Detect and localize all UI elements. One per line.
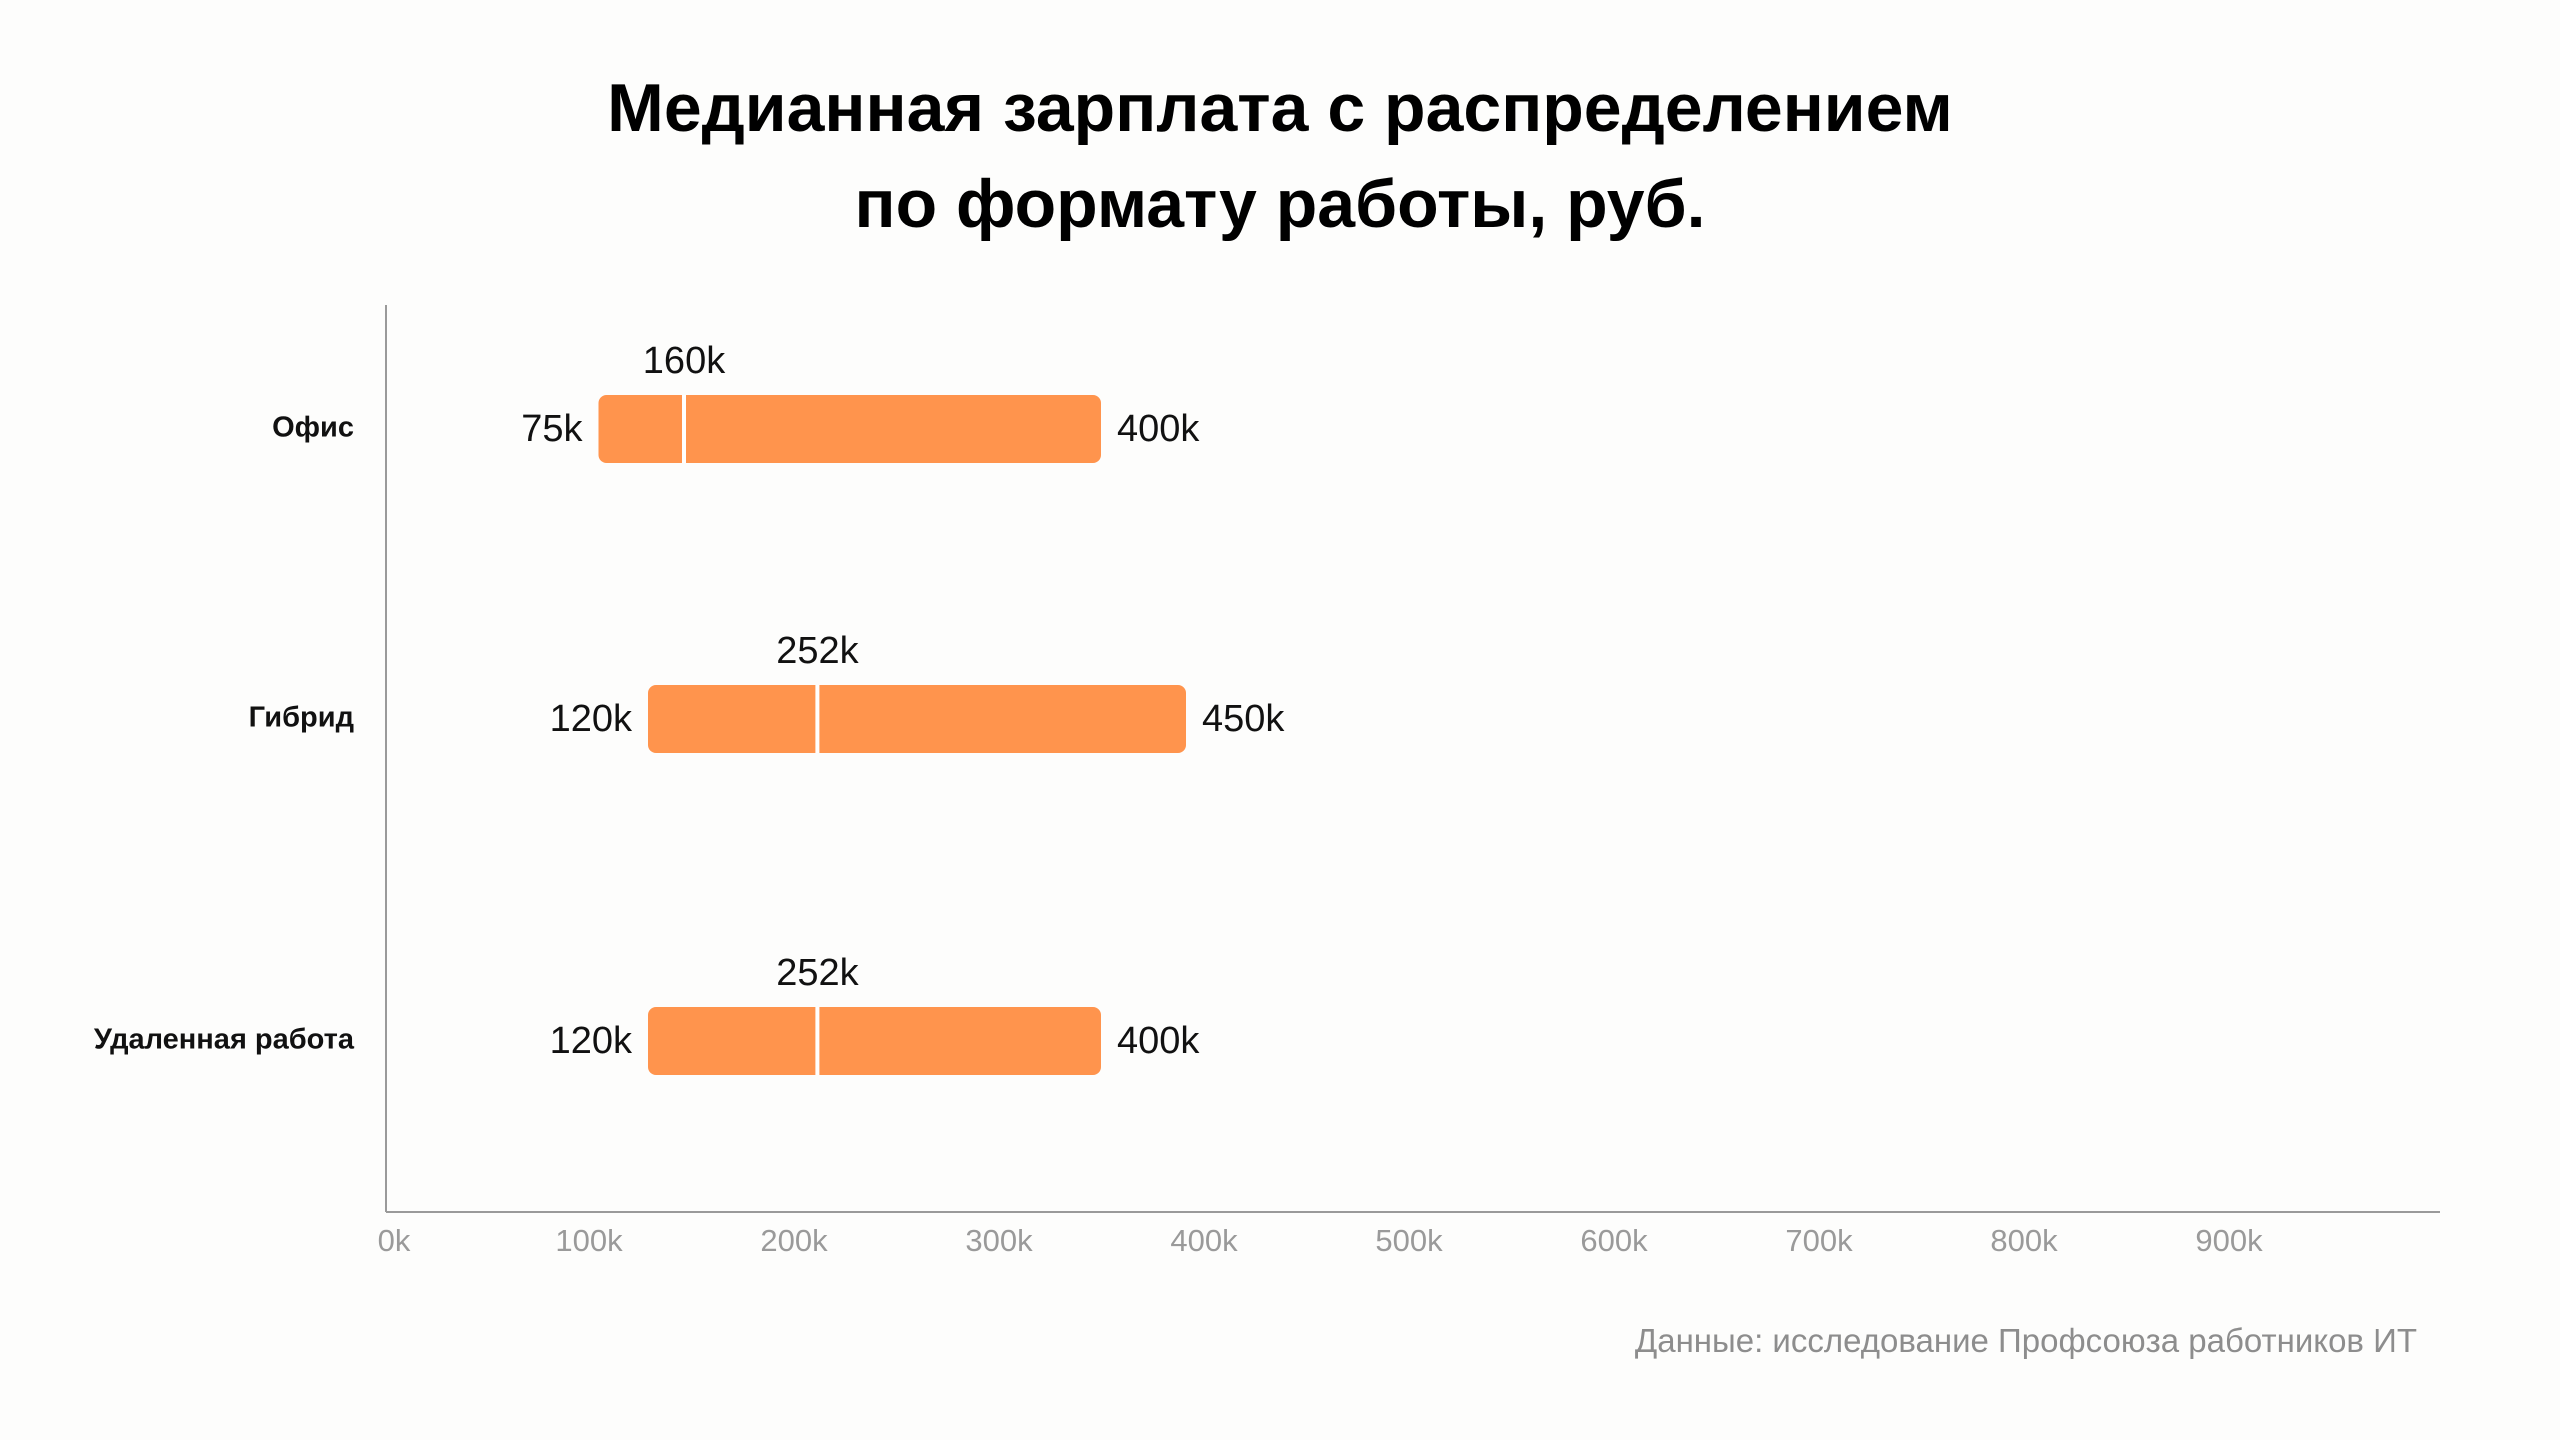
max-value-label: 400k	[1117, 1020, 1200, 1062]
x-tick-label: 600k	[1580, 1223, 1648, 1258]
x-tick-label: 900k	[2195, 1223, 2263, 1258]
data-source-note: Данные: исследование Профсоюза работнико…	[1634, 1322, 2417, 1359]
category-label: Удаленная работа	[94, 1024, 355, 1056]
min-value-label: 75k	[521, 408, 583, 450]
x-tick-label: 700k	[1785, 1223, 1853, 1258]
x-tick-label: 800k	[1990, 1223, 2058, 1258]
x-tick-label: 300k	[965, 1223, 1033, 1258]
median-value-label: 252k	[776, 952, 859, 994]
range-bar	[648, 1007, 1101, 1075]
x-tick-label: 500k	[1375, 1223, 1443, 1258]
chart-title-line-1: Медианная зарплата с распределением	[607, 70, 1953, 146]
category-label: Офис	[272, 412, 354, 444]
range-bar	[598, 395, 1101, 463]
category-label: Гибрид	[249, 702, 354, 734]
x-tick-label: 400k	[1170, 1223, 1238, 1258]
median-value-label: 252k	[776, 630, 859, 672]
chart-title: Медианная зарплата с распределением по ф…	[0, 60, 2560, 252]
chart-title-line-2: по формату работы, руб.	[854, 166, 1706, 242]
min-value-label: 120k	[550, 1020, 633, 1062]
range-bar	[648, 685, 1186, 753]
x-tick-label: 100k	[555, 1223, 623, 1258]
median-value-label: 160k	[643, 340, 726, 382]
min-value-label: 120k	[550, 698, 633, 740]
x-tick-label: 200k	[760, 1223, 828, 1258]
max-value-label: 400k	[1117, 408, 1200, 450]
max-value-label: 450k	[1202, 698, 1285, 740]
x-tick-label: 0k	[378, 1223, 411, 1258]
